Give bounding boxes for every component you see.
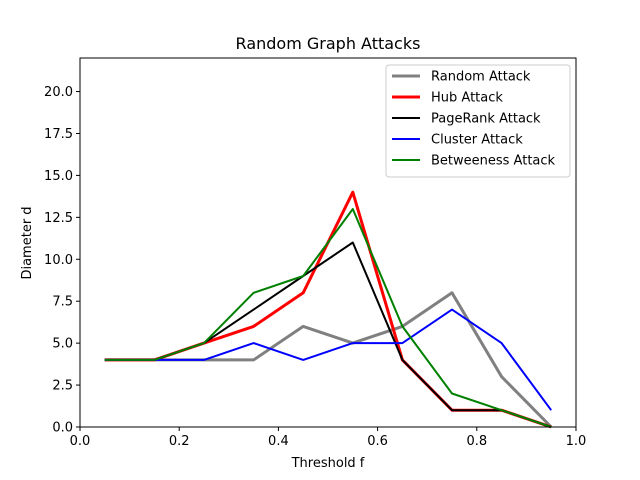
y-tick-label: 20.0 xyxy=(44,85,73,100)
legend-label: Hub Attack xyxy=(431,91,503,106)
x-tick-label: 1.0 xyxy=(566,434,587,449)
legend-box xyxy=(385,64,571,178)
legend-label: Betweeness Attack xyxy=(431,154,556,169)
x-axis: 0.0 0.2 0.4 0.6 0.8 1.0 xyxy=(70,427,587,449)
plot-frame xyxy=(79,57,577,428)
legend-label: PageRank Attack xyxy=(431,112,541,127)
x-axis-label: Threshold f xyxy=(291,456,365,471)
y-axis-label: Diameter d xyxy=(20,206,35,279)
legend: Random Attack Hub Attack PageRank Attack Cl… xyxy=(385,64,571,178)
y-tick-label: 0.0 xyxy=(52,421,73,436)
x-tick-label: 0.8 xyxy=(466,434,487,449)
legend-label: Cluster Attack xyxy=(431,133,523,148)
y-tick-label: 5.0 xyxy=(52,337,73,352)
x-tick-label: 0.6 xyxy=(367,434,388,449)
x-tick-label: 0.2 xyxy=(169,434,190,449)
x-tick-label: 0.0 xyxy=(70,434,91,449)
series-layer xyxy=(104,190,553,429)
y-tick-label: 10.0 xyxy=(44,253,73,268)
y-tick-label: 17.5 xyxy=(44,127,73,142)
x-tick-label: 0.4 xyxy=(268,434,289,449)
chart-title: Random Graph Attacks xyxy=(236,34,421,53)
y-tick-label: 15.0 xyxy=(44,169,73,184)
y-tick-label: 2.5 xyxy=(52,379,73,394)
legend-label: Random Attack xyxy=(431,70,531,85)
series-line-betweeness-attack xyxy=(104,208,552,428)
y-axis: 0.0 2.5 5.0 7.5 10.0 12.5 15.0 17.5 20.0 xyxy=(44,85,80,436)
series-line-cluster-attack xyxy=(104,308,553,411)
y-tick-label: 12.5 xyxy=(44,211,73,226)
y-tick-label: 7.5 xyxy=(52,295,73,310)
